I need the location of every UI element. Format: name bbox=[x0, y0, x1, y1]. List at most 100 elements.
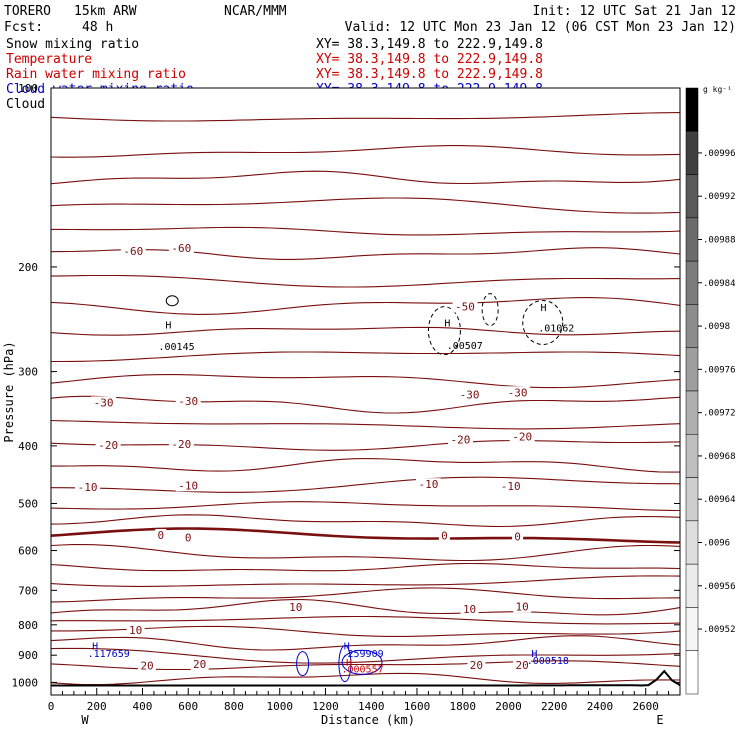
header: TORERO 15km ARW NCAR/MMM Init: 12 UTC Sa… bbox=[4, 4, 736, 35]
colorbar-label: .00964 bbox=[703, 495, 736, 505]
contour-label-bg bbox=[286, 601, 305, 614]
mixing-ratio-contour bbox=[427, 306, 461, 356]
temperature-contour bbox=[50, 145, 681, 158]
temperature-contour bbox=[51, 226, 681, 236]
extremum-label: H bbox=[540, 303, 546, 314]
colorbar-label: .00992 bbox=[703, 192, 736, 202]
contour-label-bg bbox=[175, 394, 201, 407]
extremum-label: H bbox=[444, 319, 450, 330]
temperature-contour bbox=[50, 647, 681, 664]
contour-label-bg bbox=[75, 480, 101, 493]
contour-label-bg bbox=[120, 244, 146, 257]
contour-label-bg bbox=[155, 529, 167, 542]
mixing-ratio-contour bbox=[296, 651, 310, 677]
temperature-contour bbox=[50, 374, 681, 389]
x-tick-label: 1200 bbox=[312, 700, 339, 713]
y-tick-label: 800 bbox=[18, 619, 38, 632]
temperature-contour bbox=[50, 514, 681, 528]
contour-label: 20 bbox=[470, 659, 483, 672]
colorbar-swatch bbox=[685, 563, 699, 608]
x-tick-label: 2000 bbox=[495, 700, 522, 713]
extremum-label: H bbox=[344, 641, 350, 652]
contour-label: 0 bbox=[157, 529, 164, 542]
colorbar-swatch bbox=[685, 217, 699, 262]
mixing-ratio-contours bbox=[165, 293, 564, 683]
colorbar-swatch bbox=[685, 477, 699, 522]
y-tick-label: 200 bbox=[18, 261, 38, 274]
temperature-contour bbox=[50, 635, 681, 651]
x-tick-label: 1400 bbox=[358, 700, 385, 713]
temperature-contour bbox=[50, 112, 681, 122]
forecast-hours: 48 h bbox=[82, 20, 113, 35]
x-tick-label: 2600 bbox=[632, 700, 659, 713]
x-tick-label: 800 bbox=[224, 700, 244, 713]
colorbar-swatch bbox=[685, 434, 699, 478]
temperature-contour bbox=[50, 587, 681, 603]
plot-border bbox=[50, 87, 681, 696]
contour-label: -10 bbox=[78, 481, 98, 494]
temperature-contour bbox=[50, 615, 681, 625]
contour-label: 10 bbox=[289, 601, 302, 614]
temperature-contour bbox=[50, 419, 681, 430]
x-tick-label: 2200 bbox=[541, 700, 568, 713]
colorbar-label: .00996 bbox=[703, 149, 736, 159]
contour-label: 10 bbox=[129, 624, 142, 637]
temperature-contour bbox=[51, 458, 680, 473]
colorbar-swatch bbox=[685, 131, 699, 175]
colorbar: g kg⁻¹ .00996 .00992 .00988 .00984 .0098 .009… bbox=[685, 85, 736, 695]
x-tick-label: 200 bbox=[87, 700, 107, 713]
colorbar-label: .00984 bbox=[703, 279, 736, 289]
contour-label: 10 bbox=[463, 603, 476, 616]
contour-label-bg bbox=[126, 623, 145, 636]
colorbar-swatch bbox=[685, 520, 699, 565]
contour-label: -10 bbox=[178, 479, 198, 492]
plot-frame bbox=[50, 87, 681, 696]
contour-label: -60 bbox=[123, 245, 143, 258]
colorbar-swatch bbox=[685, 347, 699, 392]
temperature-contour bbox=[50, 247, 681, 260]
mixing-ratio-contour bbox=[522, 299, 564, 345]
contour-label-bg bbox=[175, 479, 201, 492]
contour-label: -20 bbox=[171, 438, 191, 451]
contour-label-bg bbox=[447, 433, 473, 446]
mixing-ratio-contour bbox=[338, 645, 352, 683]
extremum-label: .000557 bbox=[341, 664, 383, 675]
field-name: Snow mixing ratio bbox=[6, 37, 139, 52]
colorbar-label: .00952 bbox=[703, 625, 736, 635]
temperature-contour bbox=[51, 351, 681, 363]
contour-label: -20 bbox=[512, 431, 532, 444]
contour-label-bg bbox=[182, 531, 194, 544]
x-tick-label: 1800 bbox=[449, 700, 476, 713]
extremum-label: .01062 bbox=[538, 324, 574, 335]
temperature-contour bbox=[50, 599, 681, 616]
y-tick-label: 100 bbox=[18, 82, 38, 95]
contour-label: -20 bbox=[98, 439, 118, 452]
y-tick-label: 1000 bbox=[12, 676, 39, 689]
terrain-line bbox=[51, 669, 681, 687]
contour-label-bg bbox=[438, 529, 450, 542]
extremum-label: H bbox=[346, 658, 352, 669]
colorbar-swatch bbox=[685, 607, 699, 651]
colorbar-label: .00956 bbox=[703, 582, 736, 592]
temperature-contour bbox=[50, 197, 681, 214]
contour-label-bg bbox=[138, 659, 157, 672]
x-tick-label: 0 bbox=[48, 700, 55, 713]
colorbar-unit: g kg⁻¹ bbox=[703, 85, 732, 94]
contour-label: -30 bbox=[460, 389, 480, 402]
temperature-contour bbox=[50, 326, 681, 336]
contour-label: 10 bbox=[516, 600, 529, 613]
extremum-label: .259909 bbox=[341, 649, 383, 660]
distance-axis: 0 200 400 600 800 1000 1200 1400 1600 1800 2000 220… bbox=[48, 688, 670, 713]
center-name: NCAR/MMM bbox=[224, 4, 287, 19]
contour-label: -10 bbox=[501, 480, 521, 493]
mixing-ratio-contour bbox=[341, 649, 383, 675]
colorbar-swatch bbox=[685, 304, 699, 348]
model-name: TORERO bbox=[4, 4, 51, 19]
colorbar-label: .00988 bbox=[703, 236, 736, 246]
field-name: Rain water mixing ratio bbox=[6, 67, 186, 82]
contour-label-bg bbox=[513, 600, 532, 613]
plot-area: -60 -60 -50 -30 -30 -30 -30 -20 -20 -20 -20 -10 -10 -… bbox=[2, 82, 681, 727]
contour-label-bg bbox=[460, 602, 479, 615]
